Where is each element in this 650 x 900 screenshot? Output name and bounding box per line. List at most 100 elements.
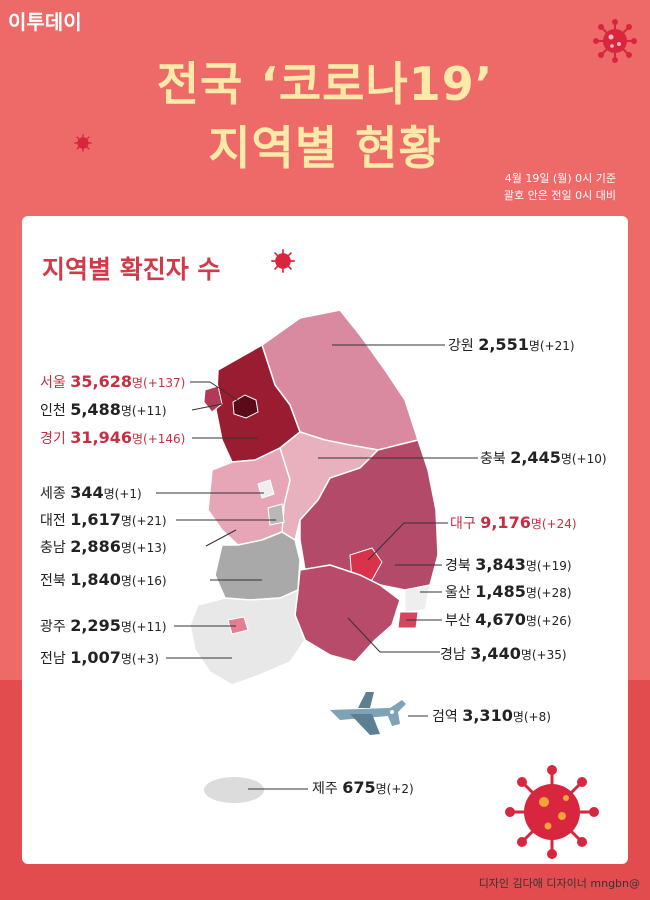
unit: 명 [131, 376, 144, 390]
case-count: 1,485 [475, 582, 526, 601]
case-count: 9,176 [480, 513, 531, 532]
label-jeonnam: 전남 1,007명(+3) [40, 648, 159, 668]
label-busan: 부산 4,670명(+26) [445, 610, 572, 630]
case-count: 3,310 [462, 706, 513, 725]
date-note: 4월 19일 (월) 0시 기준 괄호 안은 전일 0시 대비 [504, 170, 616, 204]
case-count: 1,617 [70, 510, 121, 529]
region-name: 세종 [40, 486, 66, 502]
virus-icon [505, 765, 599, 859]
label-quarantine: 검역 3,310명(+8) [432, 706, 551, 726]
region-name: 울산 [445, 585, 471, 601]
label-gyeongnam: 경남 3,440명(+35) [440, 644, 567, 664]
region-name: 제주 [312, 781, 338, 797]
case-count: 1,007 [70, 648, 121, 667]
daily-change: (+146) [143, 432, 186, 446]
daily-change: (+8) [523, 710, 551, 724]
region-name: 전남 [40, 651, 66, 667]
comparison-note: 괄호 안은 전일 0시 대비 [503, 189, 616, 202]
region-name: 검역 [432, 709, 458, 725]
unit: 명 [120, 514, 132, 528]
label-gyeonggi: 경기 31,946명(+146) [40, 428, 185, 448]
case-count: 3,843 [475, 555, 526, 574]
label-jeonbuk: 전북 1,840명(+16) [40, 570, 167, 590]
unit: 명 [120, 574, 132, 588]
region-seoul [232, 394, 259, 419]
case-count: 4,670 [475, 610, 526, 629]
region-name: 충북 [480, 451, 506, 467]
daily-change: (+35) [531, 648, 567, 662]
case-count: 35,628 [70, 372, 132, 391]
case-count: 31,946 [70, 428, 132, 447]
label-gangwon: 강원 2,551명(+21) [448, 335, 575, 355]
daily-change: (+11) [131, 620, 167, 634]
daily-change: (+28) [536, 586, 572, 600]
daily-change: (+16) [131, 574, 167, 588]
region-name: 경북 [445, 558, 471, 574]
region-gwangju [227, 616, 249, 635]
region-jeju [204, 777, 264, 803]
unit: 명 [103, 487, 115, 501]
daily-change: (+1) [114, 487, 142, 501]
unit: 명 [512, 710, 524, 724]
region-name: 경남 [440, 647, 466, 663]
daily-change: (+21) [539, 339, 575, 353]
label-incheon: 인천 5,488명(+11) [40, 400, 167, 420]
design-credit: 디자인 김다애 디자이너 mngbn@ [478, 877, 640, 890]
label-sejong: 세종 344명(+1) [40, 483, 142, 503]
region-name: 경기 [40, 431, 66, 447]
case-count: 344 [70, 483, 104, 502]
headline-line2: 지역별 현황 [208, 121, 442, 175]
region-jeonnam [189, 588, 306, 686]
label-chungbuk: 충북 2,445명(+10) [480, 448, 607, 468]
unit: 명 [520, 648, 532, 662]
unit: 명 [131, 432, 144, 446]
card-title: 지역별 확진자 수 [42, 255, 221, 284]
daily-change: (+21) [131, 514, 167, 528]
label-seoul: 서울 35,628명(+137) [40, 372, 185, 392]
label-daejeon: 대전 1,617명(+21) [40, 510, 167, 530]
region-name: 광주 [40, 619, 66, 635]
virus-icon [271, 249, 295, 273]
region-name: 강원 [448, 338, 474, 354]
region-ulsan [404, 584, 431, 613]
case-count: 3,440 [470, 644, 521, 663]
unit: 명 [120, 404, 132, 418]
case-count: 2,445 [510, 448, 561, 467]
region-name: 부산 [445, 613, 471, 629]
unit: 명 [120, 652, 132, 666]
region-jeonbuk [214, 531, 301, 601]
region-name: 전북 [40, 573, 66, 589]
region-name: 인천 [40, 403, 66, 419]
label-gwangju: 광주 2,295명(+11) [40, 616, 167, 636]
region-chungnam [207, 446, 291, 546]
unit: 명 [525, 614, 537, 628]
case-count: 2,886 [70, 537, 121, 556]
region-name: 충남 [40, 540, 66, 556]
region-incheon [203, 385, 223, 413]
daily-change: (+2) [386, 782, 414, 796]
case-count: 2,295 [70, 616, 121, 635]
daily-change: (+11) [131, 404, 167, 418]
region-name: 대전 [40, 513, 66, 529]
virus-icon [74, 134, 92, 152]
unit: 명 [525, 586, 537, 600]
unit: 명 [120, 620, 132, 634]
logo: 이투데이 [8, 10, 82, 34]
region-name: 서울 [40, 375, 66, 391]
daily-change: (+3) [131, 652, 159, 666]
case-count: 675 [342, 778, 376, 797]
date-line: 4월 19일 (월) 0시 기준 [504, 172, 616, 185]
daily-change: (+26) [536, 614, 572, 628]
daily-change: (+13) [131, 541, 167, 555]
daily-change: (+19) [536, 559, 572, 573]
label-daegu: 대구 9,176명(+24) [450, 513, 577, 533]
unit: 명 [375, 782, 387, 796]
unit: 명 [120, 541, 132, 555]
headline-line1: 전국 ‘코로나19’ [156, 57, 494, 111]
label-gyeongbuk: 경북 3,843명(+19) [445, 555, 572, 575]
unit: 명 [530, 517, 542, 531]
label-chungnam: 충남 2,886명(+13) [40, 537, 167, 557]
daily-change: (+137) [143, 376, 186, 390]
case-count: 2,551 [478, 335, 529, 354]
